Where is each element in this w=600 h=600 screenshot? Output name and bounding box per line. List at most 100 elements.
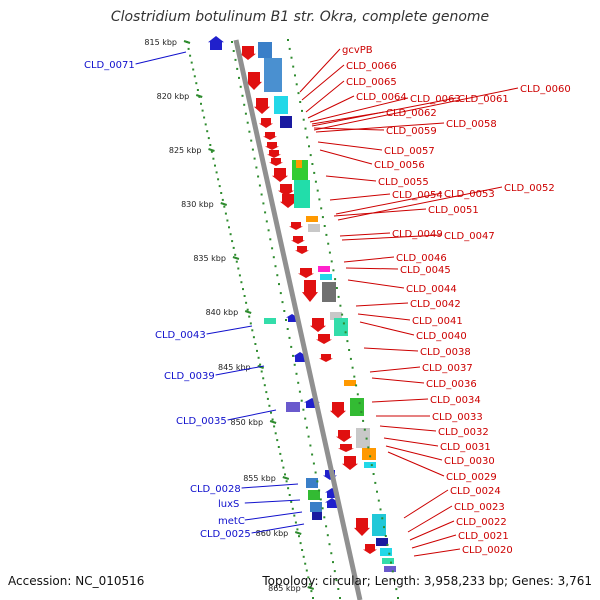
inner-track-dot <box>232 50 235 52</box>
inner-track-dot <box>260 193 263 196</box>
right-track-dot <box>295 83 298 86</box>
gene-box <box>350 398 364 416</box>
right-track-dot <box>348 349 351 351</box>
outer-tick-dot <box>288 494 291 496</box>
gene-label-left: CLD_0071 <box>84 60 135 71</box>
scale-tick <box>307 586 315 590</box>
right-track-dot <box>386 543 389 546</box>
outer-tick-dot <box>282 466 285 469</box>
outer-tick-dot <box>265 391 268 394</box>
inner-track-dot <box>264 211 267 214</box>
inner-track-dot <box>311 453 314 456</box>
gene-box <box>312 512 322 520</box>
right-track-dot <box>311 163 314 165</box>
right-track-dot <box>334 278 337 281</box>
right-track-dot <box>297 92 300 95</box>
leader-line <box>317 141 383 151</box>
gene-label-layer: CLD_0071 CLD_0043 CLD_0039 CLD_0035 CLD_0028… <box>84 45 571 556</box>
inner-track-dot <box>312 462 315 465</box>
inner-track-dot <box>300 399 303 402</box>
cds-arrow <box>265 142 279 150</box>
cds-arrow <box>263 132 277 140</box>
right-track-dot <box>372 473 375 475</box>
gene-box <box>308 224 320 232</box>
scale-tick <box>220 202 228 206</box>
inner-track-dot <box>236 67 239 70</box>
outer-tick-dot <box>187 47 190 50</box>
right-track-dot <box>292 65 295 68</box>
scale-tick-label: 820 kbp <box>157 92 190 101</box>
gene-box <box>294 180 310 208</box>
right-track-dot <box>339 304 342 307</box>
scale-tick <box>269 420 277 424</box>
scale-tick-label: 865 kbp <box>268 584 301 593</box>
gene-label-right: CLD_0045 <box>400 265 451 276</box>
gene-label-right: CLD_0038 <box>420 347 471 358</box>
outer-tick-dot <box>209 144 212 146</box>
inner-track-dot <box>326 534 329 537</box>
inner-track-dot <box>274 265 277 268</box>
right-track-dot <box>328 251 331 254</box>
inner-track-dot <box>285 319 287 321</box>
inner-track-dot <box>279 292 282 295</box>
scale-tick-label: 845 kbp <box>218 363 251 372</box>
outer-tick-dot <box>190 61 193 64</box>
outer-tick-dot <box>252 336 255 339</box>
gene-box <box>376 538 388 546</box>
right-track-dot <box>304 127 307 130</box>
leader-line <box>329 193 391 201</box>
scale-tick-label: 815 kbp <box>144 38 177 47</box>
leader-line <box>343 256 395 263</box>
outer-tick-dot <box>268 404 271 407</box>
gene-label-right: CLD_0047 <box>444 231 495 242</box>
outer-tick-dot <box>243 295 246 297</box>
leader-line <box>337 186 503 221</box>
gene-label-right: CLD_0022 <box>456 517 507 528</box>
leader-line <box>313 127 385 131</box>
outer-tick-dot <box>248 315 251 318</box>
gene-box <box>320 274 332 280</box>
right-track-dot <box>383 526 385 529</box>
right-track-dot <box>384 535 387 537</box>
right-track-dot <box>365 437 368 440</box>
leader-line <box>359 321 415 336</box>
leader-line <box>347 279 405 289</box>
scale-tick-label: 830 kbp <box>181 200 214 209</box>
outer-tick-dot <box>251 329 254 332</box>
gene-box <box>344 380 356 386</box>
gene-label-left: luxS <box>218 499 239 510</box>
outer-tick-dot <box>200 102 202 105</box>
inner-track-dot <box>272 256 275 259</box>
leader-line <box>335 192 443 215</box>
feature-layer <box>208 36 396 572</box>
gene-label-right: CLD_0033 <box>432 412 483 423</box>
gene-label-left: CLD_0028 <box>190 484 241 495</box>
leader-line <box>355 302 409 307</box>
outer-tick-dot <box>206 130 209 133</box>
cds-arrow <box>269 158 283 166</box>
outer-tick-dot <box>207 137 210 140</box>
leader-line <box>363 347 419 352</box>
gene-box <box>362 448 376 460</box>
scale-tick <box>244 310 252 314</box>
gene-label-right: CLD_0036 <box>426 379 477 390</box>
inner-track-dot <box>330 552 333 555</box>
right-track-dot <box>377 499 380 502</box>
scale-tick-label: 850 kbp <box>230 418 263 427</box>
outer-tick-dot <box>214 164 216 167</box>
outer-tick-dot <box>301 549 304 551</box>
outer-tick-dot <box>189 54 192 57</box>
inner-track-dot <box>278 283 280 286</box>
right-track-dot <box>351 366 354 369</box>
cds-arrow <box>354 518 370 536</box>
gene-label-right: CLD_0030 <box>444 456 495 467</box>
inner-track-dot <box>307 435 310 438</box>
gene-box <box>318 266 330 272</box>
right-track-dot <box>390 561 392 564</box>
scale-tick <box>208 148 215 152</box>
cds-arrow <box>302 280 318 302</box>
inner-track-dot <box>283 310 286 312</box>
outer-tick-dot <box>229 233 232 236</box>
right-track-dot <box>287 39 289 41</box>
gene-label-right: CLD_0031 <box>440 442 491 453</box>
